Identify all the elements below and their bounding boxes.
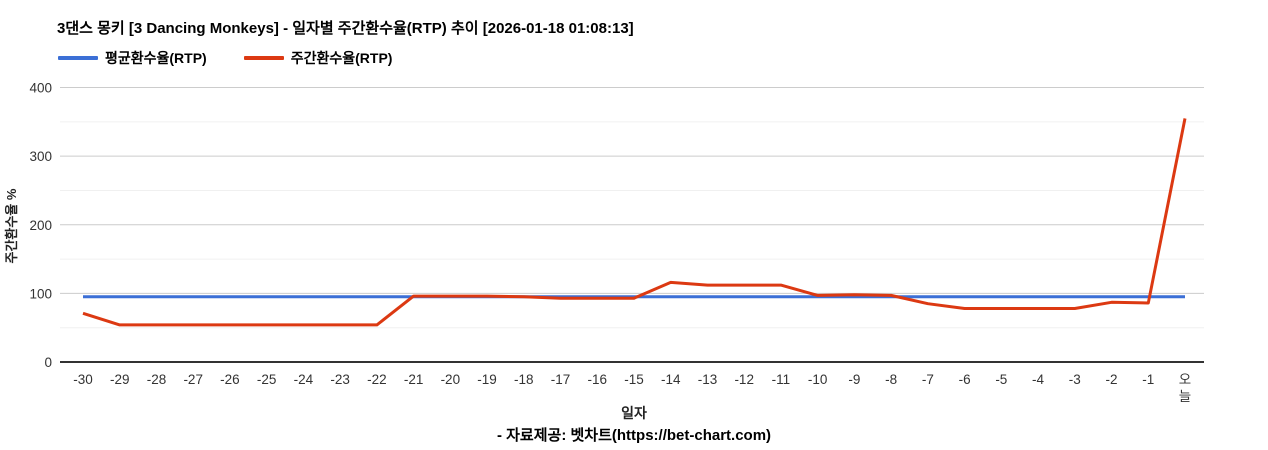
x-tick-label: -9 <box>848 372 860 387</box>
x-tick-label: -14 <box>661 372 681 387</box>
x-tick-label: -10 <box>808 372 828 387</box>
chart-title: 3댄스 몽키 [3 Dancing Monkeys] - 일자별 주간환수율(R… <box>57 20 634 37</box>
legend-label-average-rtp: 평균환수율(RTP) <box>105 50 207 66</box>
y-tick-label: 300 <box>29 149 52 164</box>
x-tick-label: -30 <box>73 372 93 387</box>
line-chart-plot-area: 0 100 200 300 400 -30 -29 -28 -27 -26 -25 -24 -23 -22… <box>4 81 1204 404</box>
y-tick-label: 400 <box>29 81 52 96</box>
x-tick-label: -3 <box>1069 372 1081 387</box>
x-tick-label: -2 <box>1106 372 1118 387</box>
x-tick-label: -20 <box>441 372 461 387</box>
legend-line-swatch-weekly <box>243 56 284 60</box>
x-tick-label: -4 <box>1032 372 1044 387</box>
x-tick-label: -23 <box>330 372 350 387</box>
legend-line-swatch-average <box>58 56 98 60</box>
x-tick-label: -15 <box>624 372 644 387</box>
x-tick-label: -18 <box>514 372 534 387</box>
y-tick-label: 100 <box>29 286 52 301</box>
x-tick-label: -28 <box>147 372 167 387</box>
x-tick-label: -7 <box>922 372 934 387</box>
x-tick-label: -29 <box>110 372 130 387</box>
series-line-weekly-rtp <box>82 118 1187 327</box>
x-tick-label: -1 <box>1142 372 1154 387</box>
x-tick-label: -27 <box>183 372 203 387</box>
x-tick-label: -22 <box>367 372 387 387</box>
y-axis-title: 주간환수율 % <box>4 188 19 263</box>
x-tick-label: -19 <box>477 372 497 387</box>
y-tick-label: 200 <box>29 218 52 233</box>
x-tick-label: -26 <box>220 372 240 387</box>
x-tick-label: -24 <box>294 372 314 387</box>
legend-item-weekly-rtp: 주간환수율(RTP) <box>243 48 393 68</box>
legend-item-average-rtp: 평균환수율(RTP) <box>58 48 207 68</box>
x-tick-label: -17 <box>551 372 571 387</box>
x-tick-label: -25 <box>257 372 277 387</box>
x-tick-label: -6 <box>959 372 971 387</box>
x-tick-label: -21 <box>404 372 424 387</box>
legend-label-weekly-rtp: 주간환수율(RTP) <box>290 50 393 66</box>
x-tick-label: -13 <box>698 372 718 387</box>
x-tick-label: -11 <box>772 372 791 387</box>
chart-legend: 평균환수율(RTP) 주간환수율(RTP) <box>58 48 392 68</box>
x-tick-label: -8 <box>885 372 897 387</box>
x-axis-title: 일자 <box>621 405 647 421</box>
x-tick-label: -5 <box>995 372 1007 387</box>
y-tick-label: 0 <box>44 355 52 370</box>
x-tick-label: -16 <box>588 372 608 387</box>
data-source-footer: - 자료제공: 벳차트(https://bet-chart.com) <box>496 427 772 444</box>
x-tick-label: -12 <box>734 372 754 387</box>
